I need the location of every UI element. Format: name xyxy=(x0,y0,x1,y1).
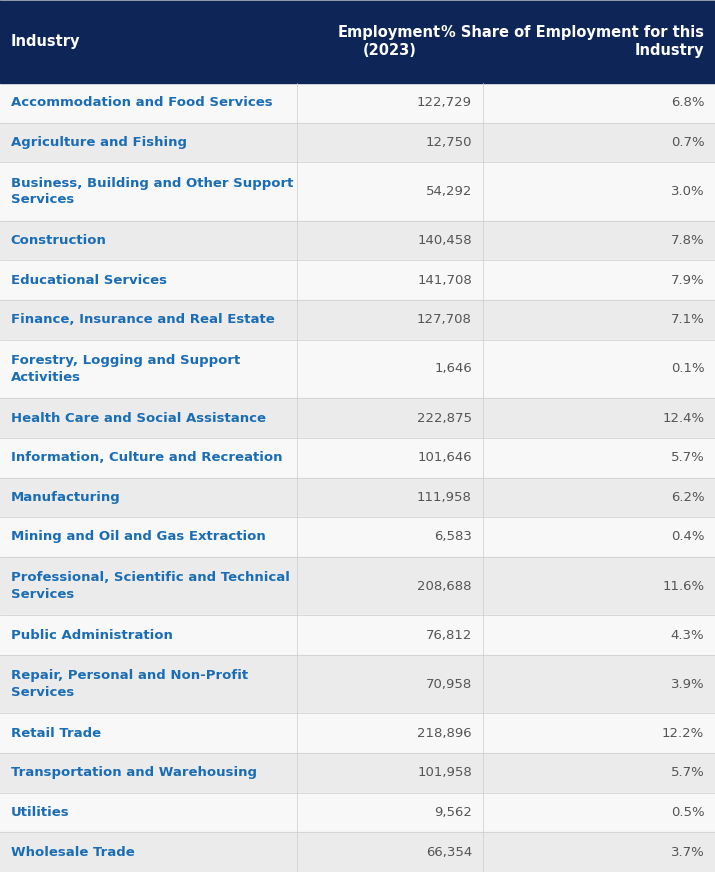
Text: 11.6%: 11.6% xyxy=(662,580,704,593)
Text: Health Care and Social Assistance: Health Care and Social Assistance xyxy=(11,412,266,425)
Text: Mining and Oil and Gas Extraction: Mining and Oil and Gas Extraction xyxy=(11,530,265,543)
Bar xyxy=(0,793,715,833)
Text: 54,292: 54,292 xyxy=(425,185,472,198)
Text: 122,729: 122,729 xyxy=(417,97,472,109)
Text: Business, Building and Other Support
Services: Business, Building and Other Support Ser… xyxy=(11,177,293,207)
Text: 3.7%: 3.7% xyxy=(671,846,704,859)
Text: Information, Culture and Recreation: Information, Culture and Recreation xyxy=(11,451,282,464)
Text: 1,646: 1,646 xyxy=(434,363,472,376)
Text: Educational Services: Educational Services xyxy=(11,274,167,287)
Text: 0.1%: 0.1% xyxy=(671,363,704,376)
Text: Utilities: Utilities xyxy=(11,806,69,819)
Text: Manufacturing: Manufacturing xyxy=(11,491,120,504)
Text: 7.8%: 7.8% xyxy=(671,235,704,247)
Text: Agriculture and Fishing: Agriculture and Fishing xyxy=(11,136,187,149)
Text: Repair, Personal and Non-Profit
Services: Repair, Personal and Non-Profit Services xyxy=(11,670,248,699)
Text: 101,958: 101,958 xyxy=(417,766,472,780)
Text: Industry: Industry xyxy=(11,34,80,49)
Bar xyxy=(0,261,715,300)
Bar xyxy=(0,517,715,557)
Text: 12.4%: 12.4% xyxy=(662,412,704,425)
Text: 0.4%: 0.4% xyxy=(671,530,704,543)
Bar xyxy=(0,300,715,340)
Text: % Share of Employment for this
Industry: % Share of Employment for this Industry xyxy=(441,25,704,58)
Text: 3.9%: 3.9% xyxy=(671,678,704,691)
Text: 0.5%: 0.5% xyxy=(671,806,704,819)
Text: 127,708: 127,708 xyxy=(417,313,472,326)
Bar xyxy=(0,616,715,655)
Text: 101,646: 101,646 xyxy=(418,451,472,464)
Bar xyxy=(0,340,715,399)
Text: 4.3%: 4.3% xyxy=(671,629,704,642)
Text: Public Administration: Public Administration xyxy=(11,629,172,642)
Text: Professional, Scientific and Technical
Services: Professional, Scientific and Technical S… xyxy=(11,571,290,601)
Text: 140,458: 140,458 xyxy=(418,235,472,247)
Text: 70,958: 70,958 xyxy=(425,678,472,691)
Bar xyxy=(0,83,715,123)
Bar xyxy=(0,399,715,438)
Text: Finance, Insurance and Real Estate: Finance, Insurance and Real Estate xyxy=(11,313,275,326)
Text: Retail Trade: Retail Trade xyxy=(11,726,101,739)
Bar xyxy=(0,833,715,872)
Text: Wholesale Trade: Wholesale Trade xyxy=(11,846,134,859)
Text: 222,875: 222,875 xyxy=(417,412,472,425)
Text: 12.2%: 12.2% xyxy=(662,726,704,739)
Text: Transportation and Warehousing: Transportation and Warehousing xyxy=(11,766,257,780)
Bar xyxy=(0,557,715,616)
Text: 141,708: 141,708 xyxy=(417,274,472,287)
Text: 6,583: 6,583 xyxy=(434,530,472,543)
Bar xyxy=(0,123,715,162)
Text: 6.8%: 6.8% xyxy=(671,97,704,109)
Bar xyxy=(0,162,715,221)
Bar xyxy=(0,0,715,83)
Text: 0.7%: 0.7% xyxy=(671,136,704,149)
Text: 7.9%: 7.9% xyxy=(671,274,704,287)
Text: 218,896: 218,896 xyxy=(418,726,472,739)
Text: 208,688: 208,688 xyxy=(418,580,472,593)
Text: 9,562: 9,562 xyxy=(434,806,472,819)
Text: Forestry, Logging and Support
Activities: Forestry, Logging and Support Activities xyxy=(11,354,240,384)
Bar xyxy=(0,221,715,261)
Text: 7.1%: 7.1% xyxy=(671,313,704,326)
Text: 12,750: 12,750 xyxy=(425,136,472,149)
Text: 5.7%: 5.7% xyxy=(671,451,704,464)
Bar xyxy=(0,655,715,713)
Bar xyxy=(0,753,715,793)
Text: 5.7%: 5.7% xyxy=(671,766,704,780)
Text: Construction: Construction xyxy=(11,235,107,247)
Text: 3.0%: 3.0% xyxy=(671,185,704,198)
Text: 76,812: 76,812 xyxy=(425,629,472,642)
Text: 111,958: 111,958 xyxy=(417,491,472,504)
Text: 66,354: 66,354 xyxy=(425,846,472,859)
Text: 6.2%: 6.2% xyxy=(671,491,704,504)
Bar xyxy=(0,713,715,753)
Text: Accommodation and Food Services: Accommodation and Food Services xyxy=(11,97,272,109)
Text: Employment
(2023): Employment (2023) xyxy=(338,25,441,58)
Bar xyxy=(0,478,715,517)
Bar xyxy=(0,438,715,478)
